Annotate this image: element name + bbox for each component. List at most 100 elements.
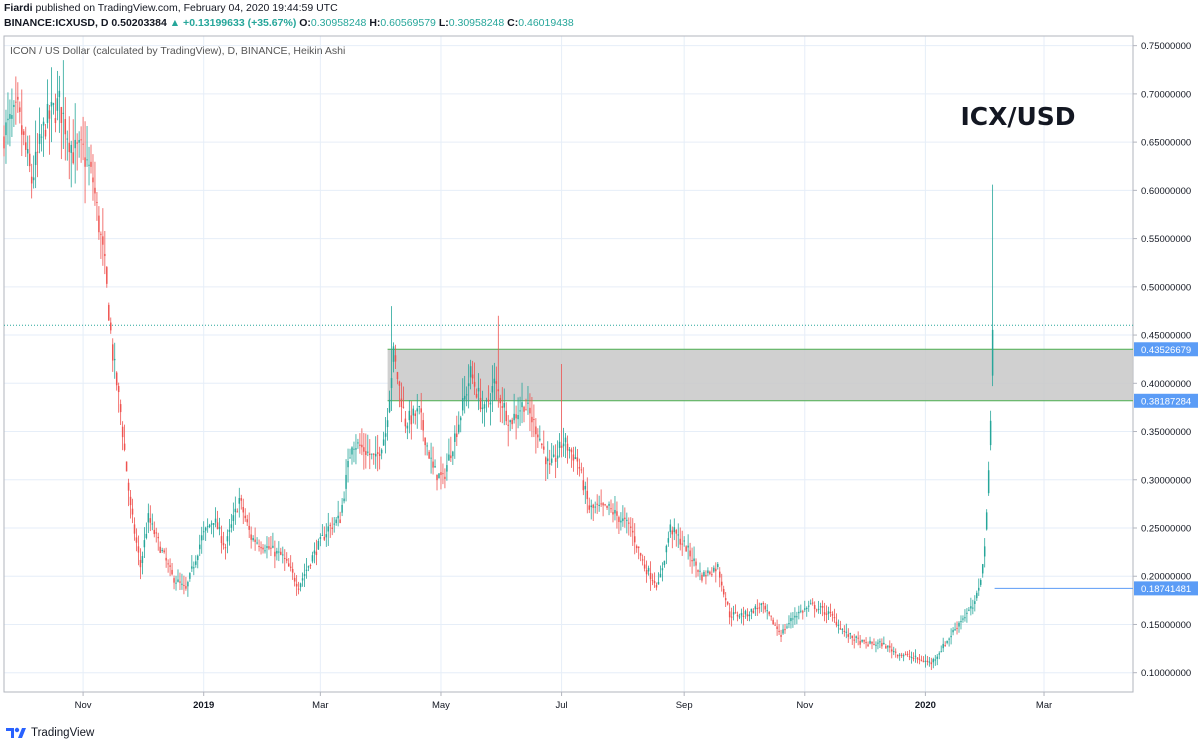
candle-body (100, 233, 102, 235)
candle-body (489, 402, 492, 405)
candle-body (416, 408, 418, 412)
candle-body (367, 451, 369, 453)
candle-body (15, 101, 17, 103)
price-axis[interactable]: 0.75000000 0.70000000 0.65000000 0.60000000… (1133, 41, 1191, 679)
candle-body (867, 644, 869, 646)
candle-body (404, 418, 407, 427)
candle-body (86, 159, 88, 161)
candle-body (509, 420, 511, 423)
candle-body (112, 344, 114, 361)
candle-body (465, 394, 468, 396)
candle-body (582, 480, 585, 491)
candle-body (175, 582, 177, 584)
candle-body (98, 215, 100, 233)
candle-body (930, 662, 933, 665)
candle-body (738, 616, 741, 618)
candle-body (499, 397, 502, 404)
candle-body (396, 372, 399, 380)
author-name[interactable]: Fiardi (4, 2, 33, 14)
candle-body (373, 453, 375, 455)
candle-body (303, 574, 306, 576)
candle-body (341, 504, 343, 513)
candle-body (833, 617, 836, 619)
candle-body (355, 448, 357, 450)
zone-bottom-price-label-bg (1134, 393, 1198, 408)
candle-body (790, 618, 792, 622)
candle-body (72, 152, 74, 164)
low-label: L: (438, 17, 449, 29)
candle-body (461, 398, 464, 411)
candle-body (459, 417, 462, 421)
candle-body (224, 547, 227, 549)
candle-body (946, 640, 948, 643)
candle-body (497, 389, 500, 392)
candle-body (280, 551, 282, 555)
candle-body (732, 612, 735, 615)
candle-body (851, 635, 853, 638)
candle-body (141, 556, 144, 563)
candle-body (610, 508, 612, 510)
candle-body (827, 611, 830, 614)
candle-body (736, 614, 739, 617)
candle-body (616, 511, 618, 516)
candle-body (347, 461, 349, 468)
x-tick-label: 2019 (193, 700, 214, 711)
candle-body (153, 529, 156, 535)
candle-body (869, 640, 871, 644)
candle-body (985, 512, 988, 530)
candle-body (754, 606, 757, 610)
candle-body (149, 518, 152, 523)
candle-body (485, 400, 488, 402)
chart-legend: ICON / US Dollar (calculated by TradingV… (10, 45, 345, 57)
price-lines: 0.43526679 0.38187284 0.18741481 (4, 324, 1198, 596)
candle-body (719, 571, 721, 578)
candle-body (195, 561, 197, 565)
candle-body (369, 453, 371, 455)
candle-body (908, 656, 911, 658)
candle-body (675, 530, 678, 534)
candle-body (556, 455, 559, 459)
candle-body (171, 569, 173, 575)
y-tick-label: 0.35000000 (1141, 427, 1191, 438)
candle-body (467, 383, 470, 387)
ohlc-line: BINANCE:ICXUSD, D 0.50203384 ▲ +0.131996… (4, 17, 574, 30)
low-value: 0.30958248 (448, 17, 505, 29)
candle-body (843, 630, 846, 632)
candle-body (286, 559, 288, 561)
last-price: 0.50203384 (111, 17, 167, 29)
tradingview-footer[interactable]: TradingView (6, 723, 94, 743)
candle-body (212, 523, 215, 525)
candle-body (635, 546, 638, 549)
candle-body (817, 608, 820, 610)
candle-body (456, 433, 458, 437)
candle-body (802, 611, 804, 613)
candle-body (80, 139, 82, 141)
candle-body (264, 550, 266, 552)
candle-body (784, 629, 786, 631)
x-tick-label: Mar (1036, 700, 1052, 711)
candle-body (859, 640, 861, 645)
candle-body (940, 651, 942, 653)
candle-body (143, 540, 146, 548)
candle-body (944, 645, 946, 647)
candle-body (3, 136, 5, 149)
candle-body (924, 660, 927, 662)
candle-body (262, 547, 264, 550)
x-tick-label: Nov (75, 700, 92, 711)
candle-body (74, 139, 76, 149)
candle-body (452, 451, 454, 457)
candle-body (742, 615, 745, 617)
candle-body (183, 584, 185, 586)
candle-body (246, 519, 248, 523)
candle-body (376, 452, 379, 454)
candle-body (796, 616, 798, 618)
candle-body (788, 623, 790, 625)
candle-body (272, 545, 274, 548)
candle-body (199, 544, 201, 550)
candle-body (54, 118, 57, 124)
candle-body (503, 403, 505, 408)
candle-body (938, 653, 940, 655)
candle-body (558, 441, 561, 448)
time-axis[interactable]: Nov 2019 Mar May Jul Sep Nov 2020 Mar (75, 692, 1053, 711)
